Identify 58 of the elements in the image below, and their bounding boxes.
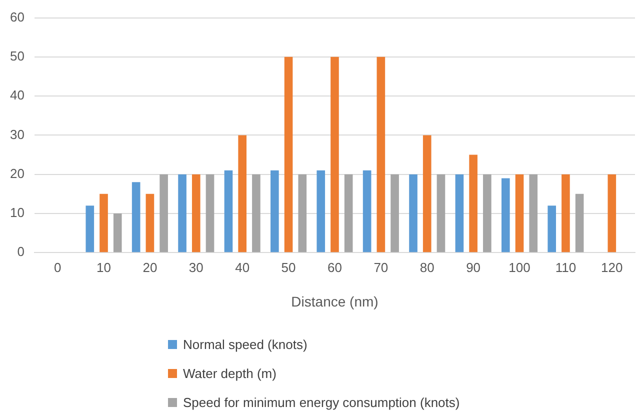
bar — [206, 174, 214, 252]
bar — [575, 194, 584, 252]
legend-label: Speed for minimum energy consumption (knots) — [183, 395, 460, 410]
x-tick-label: 0 — [54, 260, 62, 275]
bar — [132, 182, 140, 252]
legend-label: Water depth (m) — [183, 366, 276, 381]
x-tick-label: 50 — [281, 260, 296, 275]
bar — [436, 174, 446, 252]
bar — [390, 174, 399, 252]
bar — [344, 174, 353, 252]
y-tick-label: 10 — [10, 205, 24, 220]
bar — [100, 194, 108, 252]
bar — [409, 174, 418, 252]
bar — [515, 174, 524, 252]
x-tick-label: 20 — [142, 260, 158, 275]
bar — [86, 206, 94, 252]
bar — [483, 174, 492, 252]
bar — [146, 194, 154, 252]
bar — [284, 56, 293, 252]
y-tick-label: 0 — [17, 244, 24, 260]
bar — [548, 206, 556, 252]
bar — [469, 154, 478, 252]
y-tick-label: 40 — [10, 88, 24, 103]
bar — [192, 174, 200, 252]
bar — [252, 174, 260, 252]
x-tick-label: 80 — [420, 260, 434, 275]
y-tick-label: 50 — [10, 48, 24, 64]
x-tick-label: 110 — [555, 260, 576, 275]
bar — [608, 174, 616, 252]
bar — [238, 135, 246, 252]
y-tick-label: 20 — [10, 166, 24, 181]
bar — [422, 135, 432, 252]
x-tick-label: 10 — [96, 260, 111, 275]
bar — [178, 174, 186, 252]
bar — [362, 170, 372, 252]
bar — [113, 213, 122, 252]
x-tick-label: 100 — [508, 260, 530, 275]
x-tick-label: 40 — [235, 260, 250, 275]
x-tick-label: 70 — [374, 260, 388, 275]
bar — [270, 170, 279, 252]
bar — [376, 56, 386, 252]
legend-label: Normal speed (knots) — [183, 337, 308, 352]
y-tick-label: 30 — [10, 126, 24, 142]
bar — [562, 174, 570, 252]
x-tick-label: 60 — [327, 260, 342, 275]
bar — [160, 174, 168, 252]
bar — [330, 56, 339, 252]
x-axis-title: Distance (nm) — [291, 293, 378, 310]
x-tick-label: 30 — [188, 260, 204, 275]
bar — [529, 174, 538, 252]
x-tick-label: 120 — [601, 260, 623, 275]
bar — [316, 170, 326, 252]
bar — [455, 174, 464, 252]
y-tick-label: 60 — [10, 9, 24, 24]
bar — [224, 170, 233, 252]
bar — [501, 178, 510, 252]
x-tick-label: 90 — [466, 260, 481, 275]
bar — [298, 174, 307, 252]
